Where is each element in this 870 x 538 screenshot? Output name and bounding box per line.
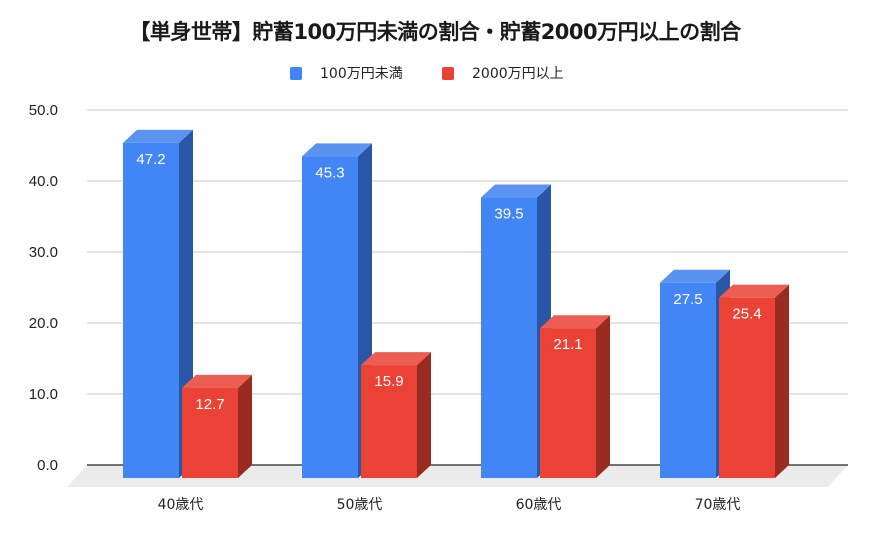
bar-front	[719, 297, 775, 478]
bar-top	[182, 374, 252, 388]
bar-front	[540, 328, 596, 478]
data-label: 27.5	[673, 291, 702, 308]
bar[interactable]: 15.9	[361, 352, 431, 478]
bar-top	[481, 184, 551, 198]
bar-side	[596, 315, 610, 478]
y-tick-label: 50.0	[29, 102, 58, 119]
y-tick-label: 10.0	[29, 386, 58, 403]
data-label: 47.2	[136, 151, 165, 168]
data-label: 25.4	[732, 306, 761, 323]
bar[interactable]: 21.1	[540, 315, 610, 478]
legend-label: 100万円未満	[320, 66, 403, 82]
bar[interactable]: 12.7	[182, 374, 252, 478]
bar[interactable]: 45.3	[302, 143, 372, 478]
chart-title: 【単身世帯】貯蓄100万円未満の割合・貯蓄2000万円以上の割合	[129, 20, 741, 44]
bar-top	[123, 129, 193, 143]
legend-swatch-blue	[290, 66, 302, 80]
data-label: 21.1	[553, 336, 582, 353]
legend: 100万円未満 2000万円以上	[0, 62, 870, 84]
data-label: 15.9	[374, 373, 403, 390]
y-tick-label: 40.0	[29, 173, 58, 190]
y-tick-label: 30.0	[29, 244, 58, 261]
x-tick-label: 50歳代	[337, 497, 383, 513]
bar-side	[238, 374, 252, 478]
axis-labels: 0.0 10.0 20.0 30.0 40.0 50.0 40歳代 50歳代 60歳代 70歳代	[29, 102, 741, 513]
bar[interactable]: 39.5	[481, 184, 551, 479]
bar-front	[182, 387, 238, 478]
x-tick-label: 70歳代	[695, 497, 741, 513]
bars: 47.2 12.7 45.3 15.9 39.5 21.1 27.5 25.4	[123, 129, 789, 479]
data-label: 45.3	[315, 164, 344, 181]
bar-front	[123, 142, 179, 478]
bar-front	[361, 365, 417, 478]
bar-top	[361, 352, 431, 366]
bar-front	[660, 282, 716, 478]
bar-top	[660, 269, 730, 283]
bar[interactable]: 47.2	[123, 129, 193, 478]
x-tick-label: 40歳代	[158, 497, 204, 513]
bar-front	[302, 156, 358, 478]
legend-swatch-red	[442, 66, 454, 80]
y-tick-label: 0.0	[37, 457, 58, 474]
x-tick-label: 60歳代	[516, 497, 562, 513]
bar-top	[302, 143, 372, 157]
data-label: 39.5	[494, 206, 523, 223]
data-label: 12.7	[195, 396, 224, 413]
chart-floor	[67, 465, 848, 487]
legend-label: 2000万円以上	[472, 66, 564, 82]
bar[interactable]: 25.4	[719, 284, 789, 478]
bar-side	[417, 352, 431, 478]
legend-item-under-1m[interactable]: 100万円未満	[290, 62, 403, 84]
bar-front	[481, 197, 537, 479]
bar-top	[719, 284, 789, 298]
y-tick-label: 20.0	[29, 315, 58, 332]
bar-side	[775, 284, 789, 478]
bar-top	[540, 315, 610, 329]
legend-item-over-20m[interactable]: 2000万円以上	[442, 62, 564, 84]
